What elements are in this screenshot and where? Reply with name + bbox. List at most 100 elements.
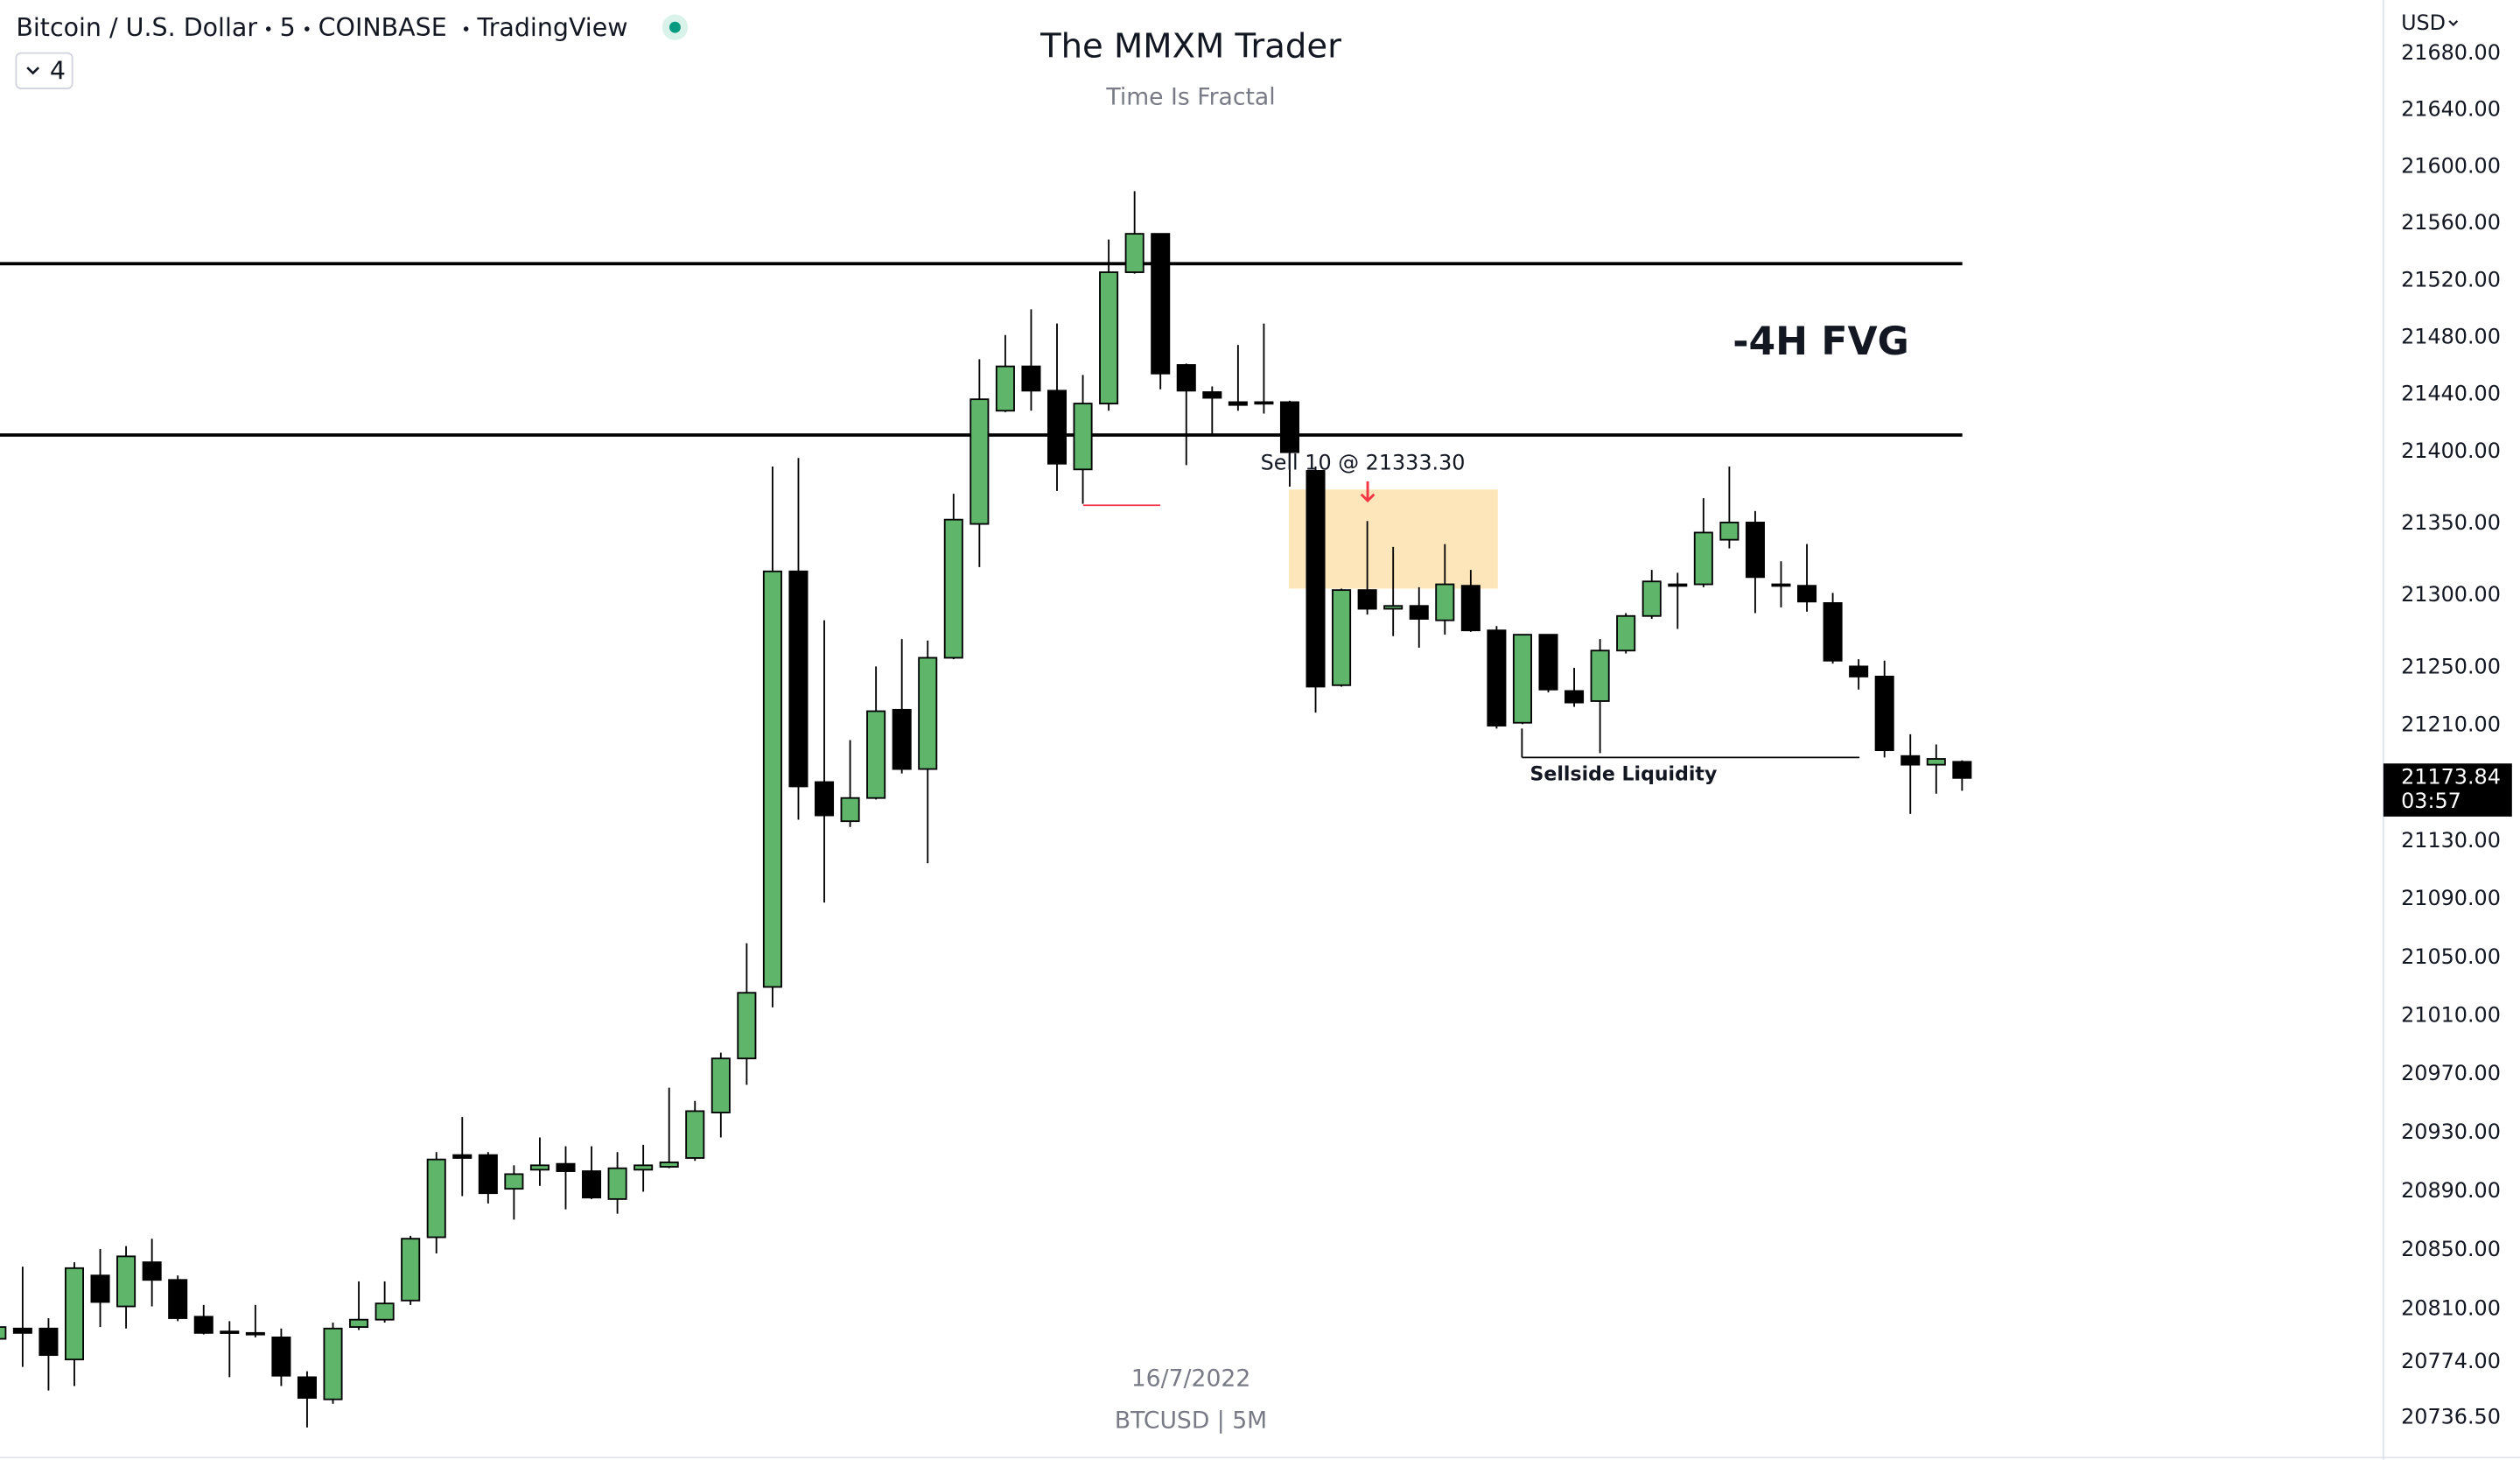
- candle-body: [762, 570, 782, 988]
- candle-body: [607, 1167, 627, 1200]
- candle-body: [1487, 629, 1507, 726]
- candle-body: [840, 797, 860, 823]
- currency[interactable]: USD: [2401, 11, 2446, 35]
- candle-body: [1797, 585, 1817, 603]
- candle-body: [452, 1154, 472, 1159]
- y-tick-label: 21050.00: [2401, 944, 2501, 969]
- candle-body: [297, 1376, 317, 1399]
- y-tick-label: 21250.00: [2401, 655, 2501, 679]
- y-tick-label: 21600.00: [2401, 153, 2501, 178]
- y-tick-label: 21400.00: [2401, 439, 2501, 463]
- candle-body: [1538, 634, 1558, 691]
- candle-body: [478, 1154, 498, 1195]
- y-tick-label: 20810.00: [2401, 1295, 2501, 1320]
- candle-body: [116, 1255, 136, 1308]
- candle-body: [1176, 364, 1196, 392]
- y-tick-label: 21210.00: [2401, 712, 2501, 737]
- candle-body: [0, 1326, 7, 1340]
- candle-body: [634, 1164, 654, 1171]
- candle-body: [1823, 602, 1843, 662]
- chevron: [2448, 20, 2459, 27]
- candle-body: [1073, 403, 1093, 471]
- y-tick-label: 20930.00: [2401, 1120, 2501, 1144]
- candle-body: [220, 1330, 240, 1334]
- candle-body: [426, 1158, 446, 1239]
- y-tick-label: 21480.00: [2401, 324, 2501, 348]
- candle-body: [943, 518, 963, 659]
- candle-body: [659, 1162, 679, 1168]
- candle-body: [1771, 583, 1791, 587]
- countdown: 03:57: [2401, 789, 2461, 813]
- y-tick-label: 21440.00: [2401, 382, 2501, 406]
- candle-body: [1435, 583, 1455, 621]
- candle-body: [1849, 665, 1869, 677]
- watermark-date: 16/7/2022: [1131, 1365, 1251, 1393]
- candle-body: [1874, 676, 1894, 752]
- candle-body: [38, 1327, 59, 1357]
- y-tick-label: 21300.00: [2401, 582, 2501, 607]
- y-tick-label: 21560.00: [2401, 210, 2501, 235]
- candle-body: [1151, 233, 1171, 375]
- candle-body: [1279, 401, 1299, 453]
- candle-body: [193, 1316, 214, 1334]
- candle-body: [918, 656, 938, 770]
- candle-body: [64, 1267, 85, 1361]
- indicator-count: 4: [50, 57, 66, 86]
- y-tick-label: 20736.50: [2401, 1404, 2501, 1428]
- indicator-box[interactable]: [15, 52, 74, 89]
- interval: 5: [280, 13, 296, 42]
- candle-body: [1693, 531, 1713, 586]
- y-tick-label: 20774.00: [2401, 1349, 2501, 1373]
- candle-body: [1590, 649, 1610, 702]
- status-dot: [669, 21, 681, 33]
- candle-body: [866, 710, 886, 799]
- candle-body: [1719, 522, 1740, 541]
- candle-body: [1124, 233, 1144, 273]
- liquidity-label: Sellside Liquidity: [1530, 764, 1718, 786]
- currency-menu[interactable]: USD: [2401, 11, 2459, 35]
- candle-body: [815, 781, 835, 817]
- candle-body: [323, 1327, 343, 1400]
- candle-body: [710, 1057, 731, 1113]
- candle-body: [1616, 614, 1636, 652]
- exchange: COINBASE: [318, 13, 447, 42]
- order-label: Sell 10 @ 21333.30: [1261, 450, 1466, 474]
- y-tick-label: 21130.00: [2401, 828, 2501, 853]
- chart-title: The MMXM Trader: [1040, 27, 1341, 67]
- candle-body: [168, 1279, 188, 1319]
- separator: [265, 26, 271, 32]
- candle-body: [685, 1110, 705, 1159]
- candle-body: [1202, 391, 1222, 399]
- candle-body: [1668, 583, 1688, 587]
- candle-body: [1099, 271, 1119, 404]
- candle-body: [1642, 580, 1662, 617]
- candle-body: [1900, 755, 1921, 766]
- candle-body: [737, 992, 757, 1060]
- candle-body: [1409, 605, 1429, 620]
- plot: -4H FVG Sellside Liquidity Sell 10 @ 21333…: [0, 191, 1972, 1428]
- y-tick-label: 21640.00: [2401, 97, 2501, 122]
- candle-body: [12, 1327, 32, 1334]
- candle-body: [1046, 390, 1068, 465]
- candle-body: [1021, 365, 1041, 392]
- last-price: 21173.84: [2401, 764, 2501, 789]
- indicator-toggle[interactable]: 4: [15, 52, 74, 89]
- separator: [463, 26, 469, 32]
- source: TradingView: [477, 13, 628, 42]
- y-tick-label: 21350.00: [2401, 510, 2501, 535]
- candle-body: [90, 1274, 110, 1303]
- y-tick-label: 21010.00: [2401, 1002, 2501, 1027]
- candle-body: [271, 1336, 291, 1377]
- candle-body: [1332, 589, 1352, 686]
- y-tick-label: 21680.00: [2401, 40, 2501, 65]
- candle-body: [1952, 761, 1972, 779]
- chevron: [26, 67, 39, 75]
- candle-body: [529, 1164, 550, 1171]
- candle-body: [1306, 470, 1326, 688]
- candle-body: [1926, 758, 1946, 766]
- y-tick-label: 21090.00: [2401, 886, 2501, 910]
- candle-body: [504, 1173, 524, 1190]
- y-tick-label: 20970.00: [2401, 1061, 2501, 1085]
